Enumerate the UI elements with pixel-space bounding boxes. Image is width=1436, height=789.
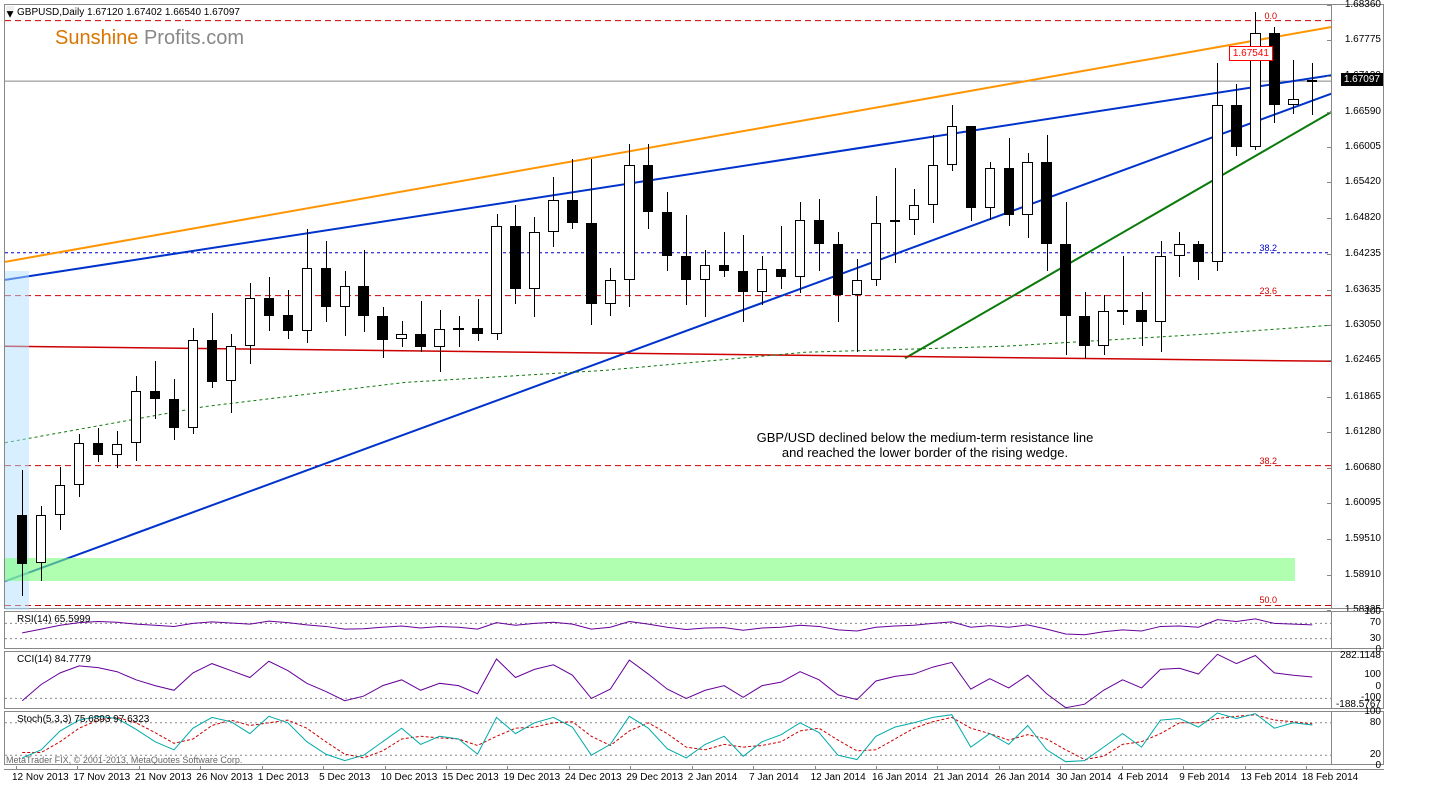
main-plot-area[interactable]: 0.023.638.250.038.21.67541 [5,5,1333,610]
main-y-axis: 1.683601.677751.671901.665901.660051.654… [1331,5,1383,608]
cci-label: CCI(14) 84.7779 [17,654,91,665]
chart-annotation: GBP/USD declined below the medium-term r… [705,430,1145,460]
rsi-plot-area [5,612,1333,650]
rsi-label: RSI(14) 65.5999 [17,614,90,625]
x-axis: 12 Nov 201317 Nov 201321 Nov 201326 Nov … [4,769,1384,789]
footer-copyright: MetaTrader FIX, © 2001-2013, MetaQuotes … [6,755,242,765]
cci-y-axis: 1000-100282.1148-188.5767 [1331,652,1383,708]
stoch-y-axis: 10080200 [1331,712,1383,764]
cci-plot-area [5,652,1333,710]
chart-symbol-title: GBPUSD,Daily 1.67120 1.67402 1.66540 1.6… [17,7,240,18]
main-price-chart[interactable]: ▾ GBPUSD,Daily 1.67120 1.67402 1.66540 1… [4,4,1384,609]
stoch-label: Stoch(5,3,3) 75.6893 97.6323 [17,714,149,725]
cci-indicator-panel[interactable]: CCI(14) 84.7779 1000-100282.1148-188.576… [4,651,1384,709]
rsi-indicator-panel[interactable]: RSI(14) 65.5999 10070300 [4,611,1384,649]
rsi-y-axis: 10070300 [1331,612,1383,648]
watermark: Sunshine Profits.com [55,27,244,50]
